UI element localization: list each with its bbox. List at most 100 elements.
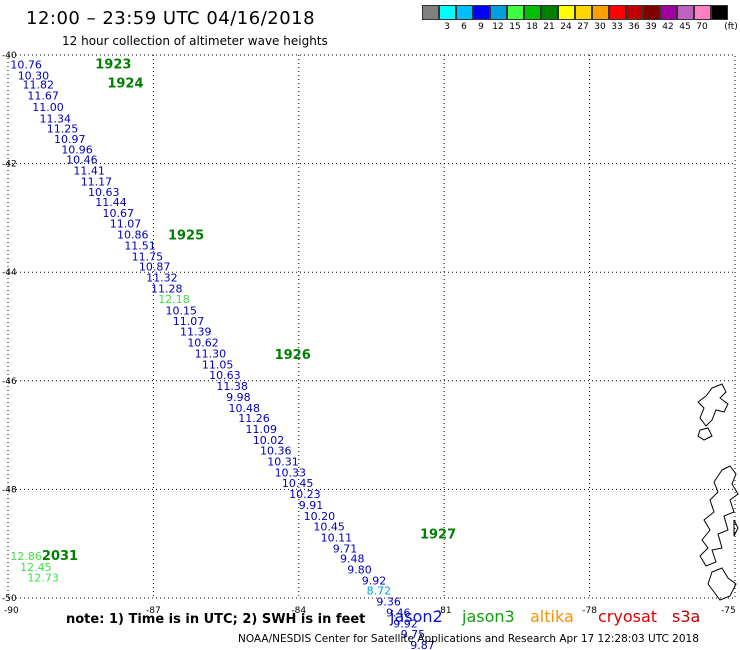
wave-height-label: 9.36 xyxy=(376,596,401,609)
wave-height-label: 10.11 xyxy=(321,532,353,545)
scale-label: 18 xyxy=(526,22,538,32)
wave-height-label: 9.48 xyxy=(340,553,365,566)
pass-time-label: 1923 xyxy=(95,58,131,73)
wave-height-label: 9.92 xyxy=(393,617,418,630)
wave-height-label: 11.28 xyxy=(151,282,183,295)
wave-height-label: 9.80 xyxy=(347,564,372,577)
lat-tick-label: -48 xyxy=(2,485,17,495)
scale-swatch xyxy=(626,5,643,20)
scale-swatch xyxy=(609,5,626,20)
wave-height-label: 12.73 xyxy=(27,572,58,585)
wave-height-label: 10.63 xyxy=(88,186,120,199)
scale-swatch xyxy=(490,5,507,20)
lat-tick-label: -40 xyxy=(2,51,17,61)
pass-time-label: 1926 xyxy=(275,348,311,363)
scale-swatch xyxy=(643,5,660,20)
scale-swatch xyxy=(660,5,677,20)
scale-swatch xyxy=(711,5,728,20)
wave-height-label: 9.92 xyxy=(362,574,387,587)
wave-height-label: 11.34 xyxy=(40,112,72,125)
wave-height-label: 9.71 xyxy=(333,542,358,555)
wave-height-label: 10.20 xyxy=(304,510,336,523)
scale-label: 45 xyxy=(679,22,691,32)
wave-height-label: 11.32 xyxy=(146,271,178,284)
scale-label: 36 xyxy=(628,22,640,32)
lon-tick-label: -81 xyxy=(437,606,452,616)
wave-height-label: 11.09 xyxy=(245,423,277,436)
satellite-legend-item: jason3 xyxy=(462,607,515,626)
lon-tick-label: -78 xyxy=(582,606,597,616)
wave-height-label: 9.87 xyxy=(410,639,435,650)
lon-tick-label: -75 xyxy=(721,606,736,616)
satellite-legend-item: jason2 xyxy=(390,607,443,626)
map-grid: -90 -87 -84 -81 -78 -75 -40 -42 -44 -46 -48 -50 xyxy=(2,51,736,616)
wave-height-label: 10.31 xyxy=(267,456,299,469)
scale-label: 70 xyxy=(696,22,708,32)
lon-tick-label: -90 xyxy=(4,606,19,616)
wave-height-label: 10.46 xyxy=(66,154,98,167)
scale-label: 21 xyxy=(543,22,555,32)
wave-height-label: 11.26 xyxy=(238,412,270,425)
scale-swatch xyxy=(422,5,439,20)
wave-height-label: 11.75 xyxy=(132,250,164,263)
wave-height-label: 11.05 xyxy=(202,358,234,371)
wave-height-label: 11.07 xyxy=(110,218,142,231)
pass-time-labels: 1923 1924 1925 1926 1927 2031 xyxy=(42,58,456,564)
map-frame xyxy=(7,54,736,599)
wave-height-label: 10.97 xyxy=(54,133,86,146)
satellite-legend-item: s3a xyxy=(672,607,701,626)
wave-height-label: 11.07 xyxy=(173,315,205,328)
wave-height-label: 9.91 xyxy=(299,499,324,512)
lon-tick-label: -87 xyxy=(146,606,161,616)
wave-height-label: 10.30 xyxy=(18,69,50,82)
wave-height-label: 11.25 xyxy=(47,123,78,136)
scale-label: 6 xyxy=(461,22,467,32)
wave-height-label: 12.18 xyxy=(158,293,190,306)
lat-tick-label: -50 xyxy=(2,594,17,604)
wave-height-label: 11.38 xyxy=(216,380,248,393)
page-title: 12:00 – 23:59 UTC 04/16/2018 xyxy=(26,8,316,29)
wave-height-labels: 10.7610.3011.8211.6711.0011.3411.2510.97… xyxy=(10,59,434,650)
wave-height-label: 11.41 xyxy=(73,164,105,177)
lon-tick-label: -84 xyxy=(291,606,306,616)
wave-height-label: 10.45 xyxy=(282,477,314,490)
pass-time-label: 1924 xyxy=(107,77,143,92)
wave-height-label: 11.30 xyxy=(195,347,227,360)
scale-swatch xyxy=(473,5,490,20)
scale-swatch xyxy=(558,5,575,20)
scale-swatch xyxy=(694,5,711,20)
scale-label: 15 xyxy=(509,22,521,32)
wave-height-label: 8.72 xyxy=(367,585,392,598)
wave-height-label: 10.62 xyxy=(187,337,219,350)
scale-swatch xyxy=(541,5,558,20)
scale-label: 30 xyxy=(594,22,606,32)
scale-swatch xyxy=(677,5,694,20)
wave-height-label: 11.51 xyxy=(124,239,156,252)
wave-height-label: 10.23 xyxy=(289,488,321,501)
wave-height-label: 11.67 xyxy=(27,90,58,103)
wave-height-label: 11.44 xyxy=(95,196,127,209)
scale-label: 39 xyxy=(645,22,657,32)
lat-tick-label: -42 xyxy=(2,160,17,170)
wave-height-label: 10.48 xyxy=(229,402,260,415)
wave-height-label: 10.76 xyxy=(10,59,42,72)
lat-tick-label: -44 xyxy=(2,268,17,278)
scale-unit: (ft) xyxy=(724,22,738,32)
scale-label: 27 xyxy=(577,22,589,32)
scale-label: 3 xyxy=(444,22,450,32)
footer-note: note: 1) Time is in UTC; 2) SWH is in fe… xyxy=(66,612,366,627)
scale-swatch xyxy=(507,5,524,20)
wave-height-label: 11.39 xyxy=(180,326,212,339)
pass-time-label: 1927 xyxy=(420,527,456,542)
wave-height-label: 10.45 xyxy=(313,521,345,534)
wave-height-label: 10.33 xyxy=(275,466,307,479)
wave-height-label: 10.96 xyxy=(61,143,93,156)
scale-swatch xyxy=(439,5,456,20)
satellite-legend-item: cryosat xyxy=(598,607,658,626)
scale-label: 42 xyxy=(662,22,674,32)
scale-swatch xyxy=(456,5,473,20)
scale-swatch xyxy=(575,5,592,20)
wave-height-label: 12.45 xyxy=(20,561,52,574)
wave-height-label: 11.17 xyxy=(81,175,113,188)
